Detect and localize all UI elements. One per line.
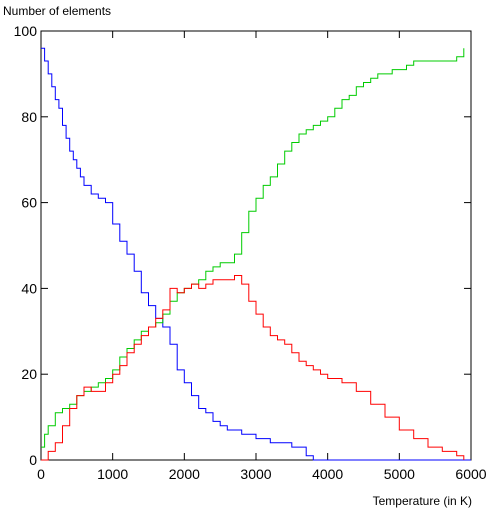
y-tick-label: 20 [21,366,37,382]
x-tick-label: 1000 [97,466,128,482]
x-tick-label: 3000 [240,466,271,482]
y-tick-label: 60 [21,195,37,211]
x-axis-title: Temperature (in K) [373,494,472,508]
y-tick-label: 40 [21,280,37,296]
plot-frame [40,30,472,461]
x-tick-label: 0 [37,466,45,482]
y-tick-label: 80 [21,109,37,125]
series-line-0 [41,47,471,461]
series-lines [41,47,471,461]
y-axis-title: Number of elements [3,4,111,18]
y-tick-label: 100 [14,23,38,39]
y-tick-label: 0 [29,452,37,468]
series-line-1 [41,48,465,448]
x-tick-label: 6000 [455,466,486,482]
series-line-2 [41,275,465,461]
x-tick-label: 4000 [312,466,343,482]
x-tick-label: 5000 [384,466,415,482]
axis-ticks: 0 1000 2000 3000 4000 5000 6000 0 20 40 60 80 100 [14,23,487,482]
x-tick-label: 2000 [169,466,200,482]
